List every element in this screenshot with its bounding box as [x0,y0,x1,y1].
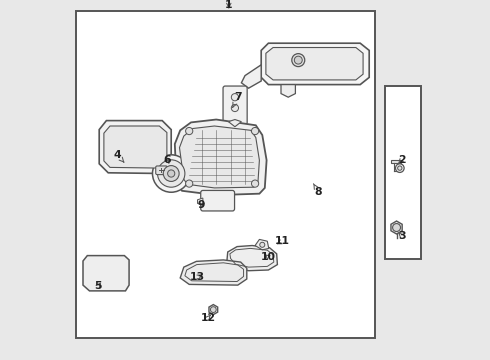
Text: 9: 9 [197,200,205,210]
Polygon shape [228,120,242,127]
Text: 8: 8 [314,184,322,197]
Circle shape [251,127,259,135]
Circle shape [186,180,193,187]
Polygon shape [227,246,277,271]
Polygon shape [104,126,167,168]
Polygon shape [180,260,247,285]
Circle shape [152,155,190,192]
Text: 13: 13 [190,272,205,282]
Circle shape [210,307,216,312]
Circle shape [260,242,265,247]
Polygon shape [266,48,363,80]
Bar [76,11,374,338]
FancyBboxPatch shape [223,86,247,125]
Polygon shape [99,121,171,174]
Text: 10: 10 [261,252,276,262]
Circle shape [231,104,239,112]
Circle shape [398,166,402,170]
Circle shape [186,127,193,135]
FancyBboxPatch shape [201,190,235,211]
Text: 2: 2 [398,155,405,165]
Circle shape [294,56,302,64]
Text: 6: 6 [163,155,171,165]
Text: 12: 12 [201,312,216,323]
Circle shape [168,170,175,177]
Polygon shape [83,256,129,291]
Text: 3: 3 [398,231,405,241]
Circle shape [392,224,400,231]
Circle shape [292,54,305,67]
Circle shape [231,94,239,101]
Text: 7: 7 [233,92,242,108]
Text: 11: 11 [275,236,290,246]
Polygon shape [261,43,369,85]
Polygon shape [209,305,218,315]
Text: 4: 4 [113,150,124,162]
Bar [386,86,421,259]
Circle shape [395,164,404,172]
Polygon shape [281,85,295,97]
Polygon shape [179,126,259,188]
Circle shape [251,180,259,187]
Polygon shape [255,239,269,250]
Polygon shape [197,198,203,205]
Circle shape [163,166,179,181]
Polygon shape [391,160,401,163]
Polygon shape [242,65,261,88]
Polygon shape [391,221,402,234]
Polygon shape [175,120,267,195]
FancyBboxPatch shape [156,166,167,175]
Text: 1: 1 [225,0,233,10]
Circle shape [157,160,185,187]
Text: 5: 5 [95,281,102,291]
